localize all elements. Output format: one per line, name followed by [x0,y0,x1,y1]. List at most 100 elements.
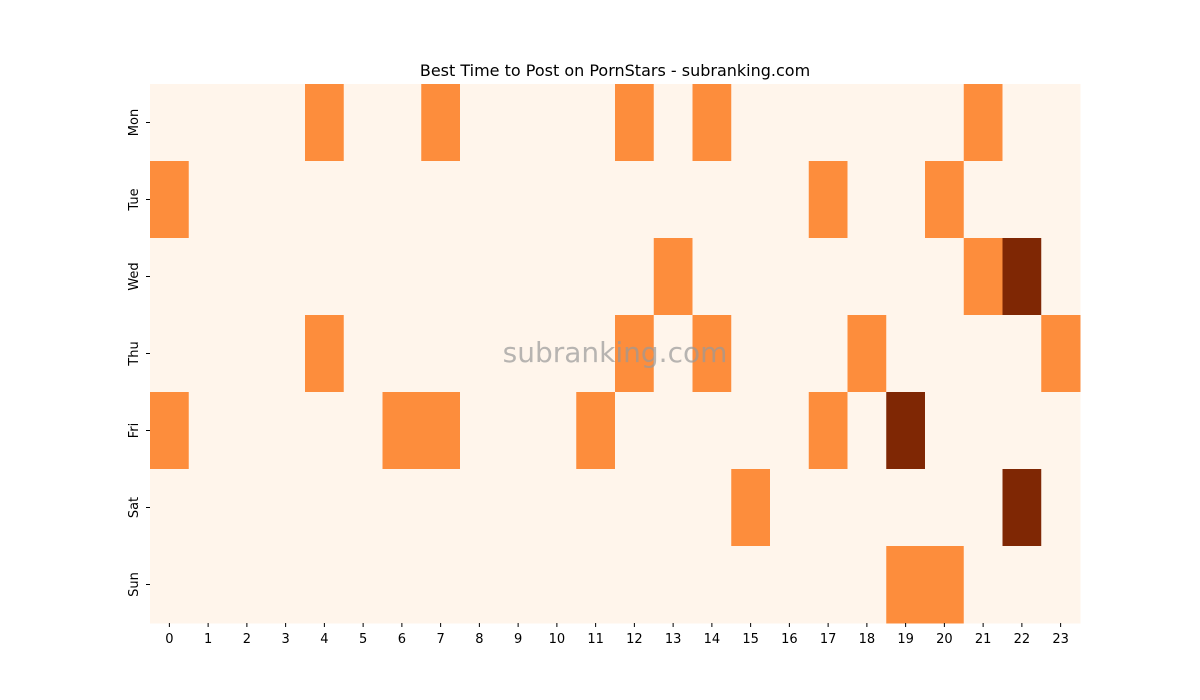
heatmap-cell-mon-12 [615,84,655,162]
heatmap-cell-mon-18 [847,84,887,162]
x-tick-label: 18 [859,632,876,647]
x-tick-label: 11 [587,632,604,647]
x-tick-label: 15 [742,632,759,647]
heatmap-cell-wed-13 [653,238,693,316]
x-tick-label: 4 [320,632,328,647]
heatmap-cell-thu-6 [382,315,422,393]
heatmap-cell-wed-6 [382,238,422,316]
heatmap-cell-mon-10 [537,84,577,162]
heatmap-cell-fri-11 [576,392,616,470]
x-tick-label: 3 [281,632,289,647]
heatmap-cell-sat-21 [963,469,1003,547]
heatmap-cell-mon-21 [963,84,1003,162]
heatmap-cell-wed-17 [808,238,848,316]
heatmap-cell-sun-17 [808,546,848,624]
x-tick-label: 12 [626,632,643,647]
heatmap-cell-wed-8 [460,238,500,316]
x-tick-label: 6 [398,632,406,647]
heatmap-cell-mon-1 [188,84,228,162]
heatmap-cell-mon-19 [886,84,926,162]
x-tick-label: 19 [897,632,914,647]
heatmap-cell-wed-11 [576,238,616,316]
y-tick-label: Sun [127,572,142,597]
heatmap-cell-tue-4 [305,161,345,239]
heatmap-cell-sun-11 [576,546,616,624]
heatmap-cell-sun-15 [731,546,771,624]
heatmap-cell-mon-2 [227,84,267,162]
heatmap-cell-sat-6 [382,469,422,547]
heatmap-cell-thu-20 [925,315,965,393]
heatmap-cell-thu-19 [886,315,926,393]
heatmap-cell-wed-15 [731,238,771,316]
heatmap-cell-wed-3 [266,238,306,316]
heatmap-cell-sat-3 [266,469,306,547]
heatmap-cell-wed-19 [886,238,926,316]
heatmap-cell-mon-4 [305,84,345,162]
heatmap-cell-sat-14 [692,469,732,547]
heatmap-cell-sat-20 [925,469,965,547]
heatmap-cell-fri-19 [886,392,926,470]
heatmap-cells [150,84,1081,624]
heatmap-cell-thu-0 [150,315,190,393]
x-tick-label: 9 [514,632,522,647]
heatmap-cell-sun-20 [925,546,965,624]
x-tick-label: 10 [549,632,566,647]
heatmap-cell-sun-18 [847,546,887,624]
heatmap-cell-sat-10 [537,469,577,547]
heatmap-cell-thu-12 [615,315,655,393]
heatmap-cell-mon-9 [498,84,538,162]
heatmap-cell-sat-18 [847,469,887,547]
heatmap-cell-tue-7 [421,161,461,239]
y-tick-label: Fri [127,423,142,439]
heatmap-cell-tue-2 [227,161,267,239]
heatmap-cell-thu-22 [1002,315,1042,393]
heatmap-cell-sat-1 [188,469,228,547]
chart-title: Best Time to Post on PornStars - subrank… [420,61,810,80]
heatmap-cell-fri-5 [343,392,383,470]
heatmap-cell-mon-16 [770,84,810,162]
heatmap-cell-wed-0 [150,238,190,316]
heatmap-cell-sat-9 [498,469,538,547]
heatmap-cell-fri-0 [150,392,190,470]
heatmap-cell-tue-8 [460,161,500,239]
heatmap-cell-sat-5 [343,469,383,547]
heatmap-cell-fri-1 [188,392,228,470]
heatmap-cell-sun-19 [886,546,926,624]
heatmap-cell-sun-10 [537,546,577,624]
heatmap-cell-mon-17 [808,84,848,162]
heatmap-cell-mon-13 [653,84,693,162]
heatmap-cell-tue-15 [731,161,771,239]
heatmap-cell-sat-19 [886,469,926,547]
heatmap-cell-tue-0 [150,161,190,239]
heatmap-cell-tue-13 [653,161,693,239]
heatmap-cell-wed-16 [770,238,810,316]
heatmap-cell-sun-21 [963,546,1003,624]
heatmap-cell-fri-18 [847,392,887,470]
heatmap-cell-tue-3 [266,161,306,239]
heatmap-cell-thu-18 [847,315,887,393]
heatmap-cell-fri-2 [227,392,267,470]
heatmap-cell-fri-23 [1041,392,1081,470]
heatmap-cell-thu-21 [963,315,1003,393]
heatmap-cell-tue-1 [188,161,228,239]
heatmap-cell-sun-0 [150,546,190,624]
heatmap-cell-wed-2 [227,238,267,316]
heatmap-cell-thu-5 [343,315,383,393]
heatmap-cell-fri-21 [963,392,1003,470]
heatmap-cell-sat-15 [731,469,771,547]
heatmap-cell-fri-20 [925,392,965,470]
heatmap-cell-tue-6 [382,161,422,239]
heatmap-cell-sat-17 [808,469,848,547]
x-tick-label: 20 [936,632,953,647]
heatmap-cell-sun-12 [615,546,655,624]
heatmap-cell-mon-22 [1002,84,1042,162]
heatmap-cell-tue-22 [1002,161,1042,239]
heatmap-cell-sat-12 [615,469,655,547]
heatmap-cell-wed-21 [963,238,1003,316]
heatmap-cell-thu-14 [692,315,732,393]
x-tick-label: 8 [475,632,483,647]
heatmap-cell-wed-7 [421,238,461,316]
heatmap-cell-sat-7 [421,469,461,547]
heatmap-cell-sat-23 [1041,469,1081,547]
